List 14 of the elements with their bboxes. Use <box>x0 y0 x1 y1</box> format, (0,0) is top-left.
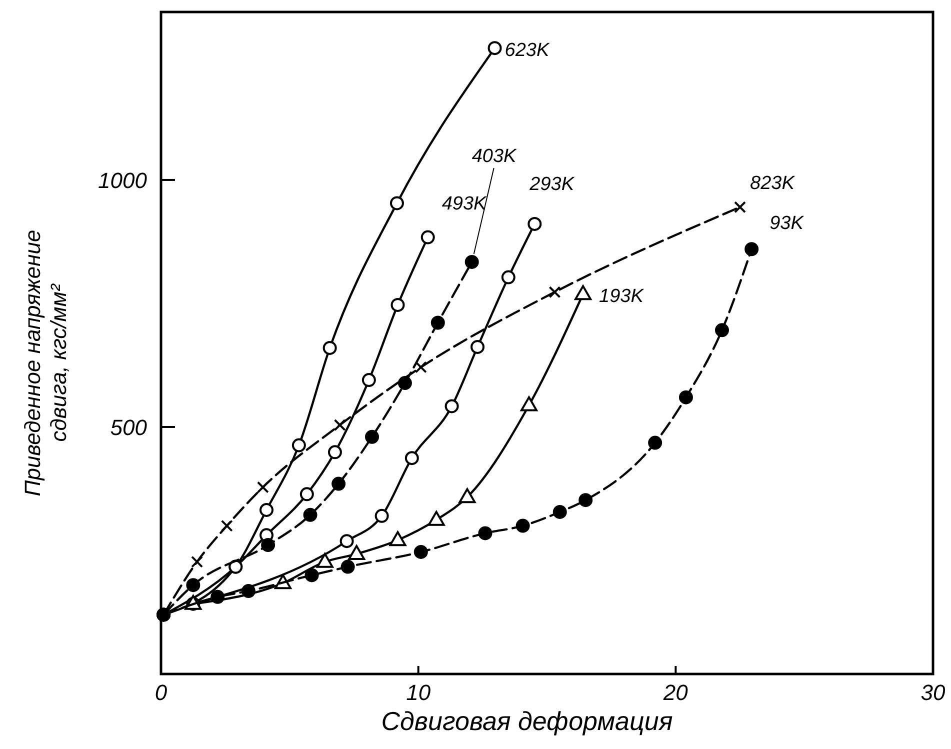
text: 403K <box>472 146 518 167</box>
y-tick-label: 500 <box>110 414 148 440</box>
series-label: 193K <box>599 286 645 308</box>
series-label: 823K <box>750 173 796 194</box>
y-axis-title: Приведенное напряжение сдвига, кгс/мм² <box>20 230 71 496</box>
x-tick-label: 20 <box>662 680 689 705</box>
x-tick-label: 30 <box>920 680 946 705</box>
series-label: 293K <box>528 174 576 195</box>
x-axis-title: Сдвиговая деформация <box>381 706 673 736</box>
x-tick-label: 10 <box>406 680 432 705</box>
x-tick-label: 0 <box>154 680 168 705</box>
series-label: 623K <box>504 40 550 62</box>
series-label: 93K <box>770 213 805 234</box>
y-tick-label: 1000 <box>98 168 148 193</box>
